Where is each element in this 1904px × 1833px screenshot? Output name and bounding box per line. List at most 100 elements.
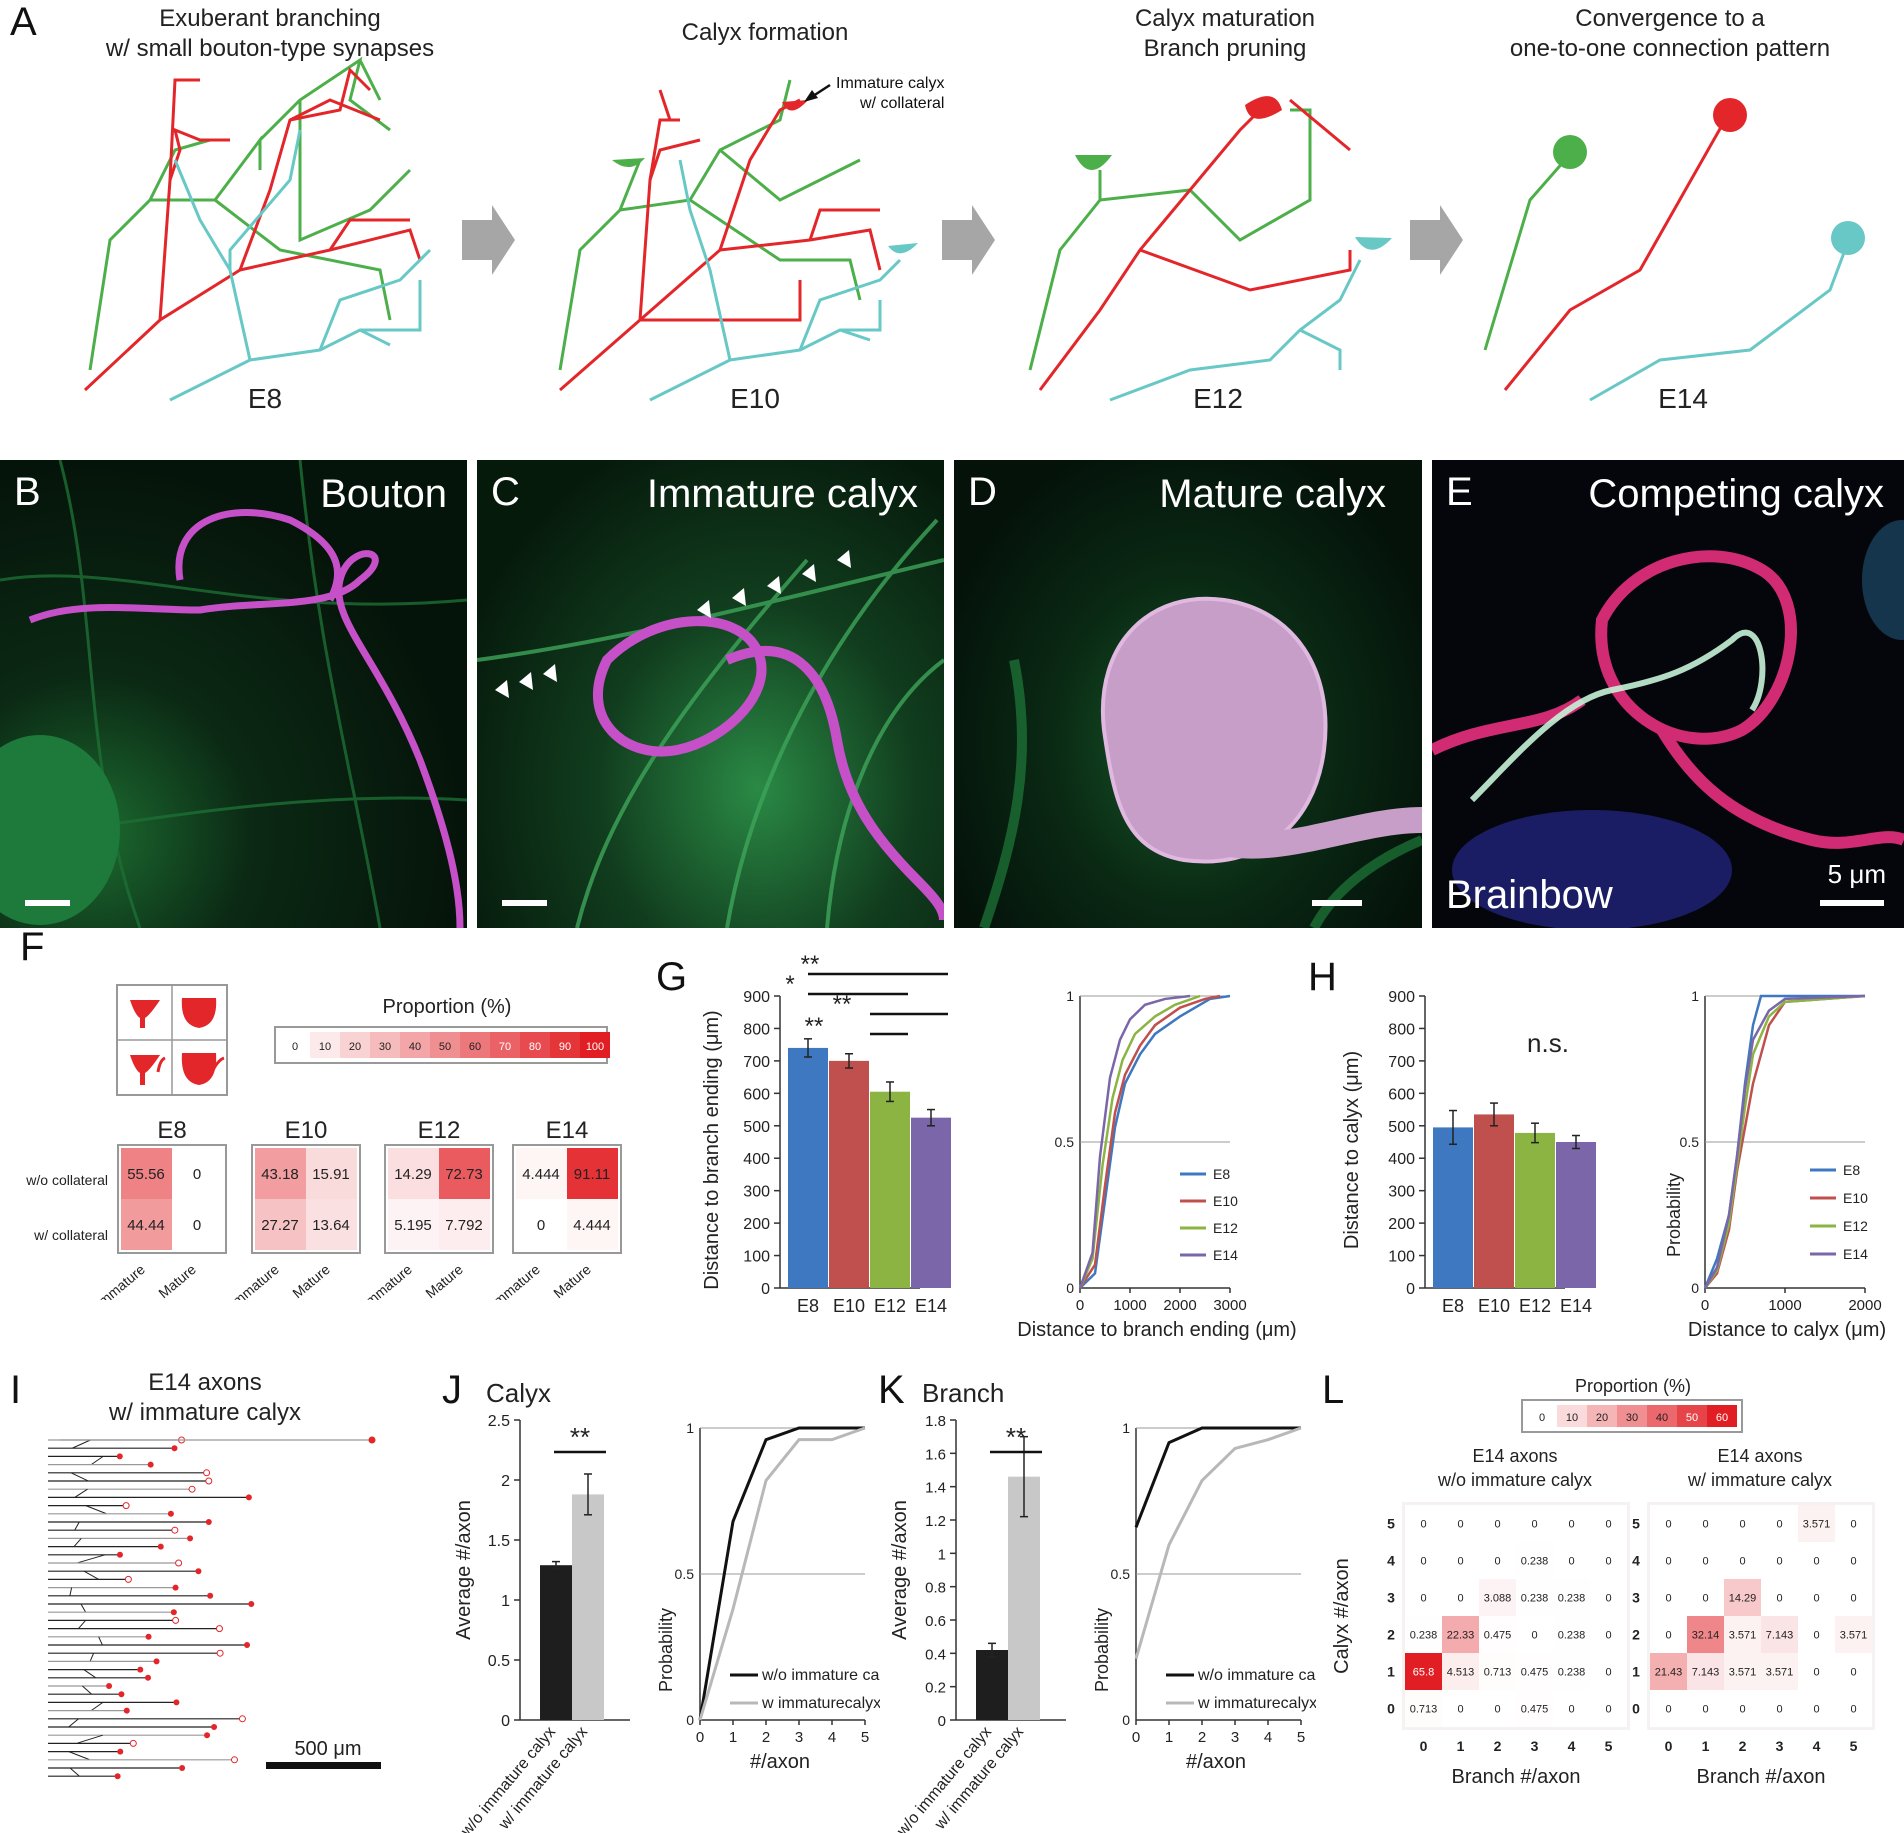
panel-d-title: Mature calyx (1159, 472, 1386, 516)
heatmap-cell (1798, 1505, 1835, 1542)
x-tick-label: 1000 (1768, 1297, 1801, 1314)
grid-age-label: E8 (157, 1117, 186, 1144)
y-axis-label: Probability (1664, 1173, 1684, 1257)
heatmap-cell (1479, 1690, 1516, 1727)
heatmap-cell (1724, 1505, 1761, 1542)
scale-bar (1312, 900, 1362, 906)
heatmap-value: 21.43 (1655, 1667, 1683, 1679)
stage-title: Convergence to a one-to-one connection pa… (1510, 5, 1830, 62)
grid-row-label: w/o collateral (25, 1172, 108, 1188)
y-axis-label: Average #/axon (453, 1500, 475, 1640)
legend-label: w immaturecalyx (761, 1695, 880, 1712)
cdf-line-w-immaturecalyx (698, 1426, 866, 1721)
heatmap-value: 0 (1494, 1556, 1500, 1568)
cdf-line-E14 (1078, 994, 1191, 1289)
bar (976, 1650, 1008, 1720)
mature-collateral-icon (181, 1053, 217, 1085)
heatmap-cell (1650, 1579, 1687, 1616)
x-tick-label: E12 (1519, 1296, 1551, 1316)
heatmap-cell (1761, 1690, 1798, 1727)
heatmap-value: 0.238 (1521, 1556, 1549, 1568)
x-tick-label: 2000 (1848, 1297, 1881, 1314)
x-tick-label: 5 (861, 1729, 869, 1746)
legend-tick: 80 (529, 1041, 541, 1053)
axon-tree-e10 (558, 79, 902, 402)
calyx-dot-open (216, 1649, 224, 1657)
y-tick-label: 100 (743, 1249, 770, 1266)
grid-cell-value: 4.444 (573, 1217, 611, 1234)
heatmap-value: 0 (1605, 1593, 1611, 1605)
scale-bar (1820, 900, 1884, 906)
mature-calyx-icon (181, 998, 217, 1028)
heatmap-value: 0 (1568, 1556, 1574, 1568)
legend-tick: 40 (1656, 1412, 1668, 1424)
heatmap-value: 0 (1665, 1630, 1671, 1642)
legend-swatch (280, 1032, 310, 1058)
heatmap-value: 0 (1702, 1704, 1708, 1716)
legend-swatch (1557, 1405, 1587, 1427)
y-tick-label: 300 (1388, 1184, 1415, 1201)
heatmap-cell (1516, 1690, 1553, 1727)
heatmap-value: 0 (1702, 1593, 1708, 1605)
y-tick-label: 0.2 (925, 1680, 946, 1697)
legend-tick: 30 (1626, 1412, 1638, 1424)
heatmap-value: 0 (1813, 1593, 1819, 1605)
stage-age-label: E12 (1193, 383, 1243, 414)
calyx-dot (117, 1748, 124, 1755)
panel-e-title: Competing calyx (1588, 472, 1884, 516)
heatmap-cell (1650, 1653, 1687, 1690)
calyx-dot (157, 1543, 164, 1550)
x-tick-label: 4 (1813, 1738, 1821, 1754)
heatmap-value: 0 (1776, 1704, 1782, 1716)
heatmap-value: 0 (1665, 1556, 1671, 1568)
calyx-dot-open (172, 1616, 180, 1624)
panel-a-schematic: Exuberant branching w/ small bouton-type … (83, 5, 1865, 414)
x-tick-label: 2000 (1163, 1297, 1196, 1314)
axon-connector (91, 1455, 104, 1465)
legend-swatch (370, 1032, 400, 1058)
heatmap-value: 0 (1739, 1556, 1745, 1568)
heatmap-value: 22.33 (1447, 1630, 1475, 1642)
grid-cell-value: 91.11 (574, 1166, 610, 1183)
legend-swatch (1617, 1405, 1647, 1427)
x-tick-label: E10 (1478, 1296, 1510, 1316)
heatmap-cell (1761, 1579, 1798, 1616)
heatmap-cell (1553, 1616, 1590, 1653)
bar (572, 1494, 604, 1720)
calyx-dot-open (203, 1469, 211, 1477)
y-axis-label: Distance to calyx (μm) (1341, 1051, 1363, 1249)
heatmap-value: 0 (1531, 1519, 1537, 1531)
grid-age-label: E12 (418, 1117, 461, 1144)
x-tick-label: 1 (729, 1729, 737, 1746)
x-axis-label: #/axon (750, 1751, 810, 1773)
panel-e-label: E (1446, 470, 1473, 514)
bar (829, 1060, 869, 1288)
panel-f-matrices: Proportion (%) 0 10 20 30 40 50 60 70 80 90 100 E8 55… (25, 984, 622, 1300)
legend-swatch (460, 1032, 490, 1058)
heatmap-value: 0 (1739, 1519, 1745, 1531)
panel-d-photo: D Mature calyx (954, 460, 1422, 928)
grid-age-label: E14 (546, 1117, 589, 1144)
heatmap-cell (1553, 1542, 1590, 1579)
calyx-dot (173, 1699, 180, 1706)
panel-l-label: L (1322, 1368, 1345, 1412)
cdf-line-w/o-immature-calyx (1134, 1426, 1301, 1528)
legend-label: E8 (1843, 1162, 1860, 1178)
heatmap-cell (1442, 1690, 1479, 1727)
calyx-dot-open (122, 1502, 130, 1510)
heatmap-value: 0 (1776, 1593, 1782, 1605)
heatmap-cell (1405, 1616, 1442, 1653)
calyx-dot (211, 1724, 218, 1730)
legend-tick: 0 (1539, 1412, 1545, 1424)
grid-cell-value: 55.56 (127, 1166, 165, 1183)
x-tick-label: 0 (1701, 1297, 1709, 1314)
grid-col-label: Immature (487, 1261, 543, 1300)
grid-cell-value: 72.73 (445, 1166, 483, 1183)
grid-cell-value: 44.44 (127, 1217, 165, 1234)
calyx-dot (248, 1601, 255, 1607)
matrix-title: E14 axons w/o immature calyx (1437, 1446, 1592, 1490)
legend-label: E8 (1213, 1166, 1230, 1182)
axon-connector (68, 1718, 79, 1728)
x-tick-label: 0 (1076, 1297, 1084, 1314)
